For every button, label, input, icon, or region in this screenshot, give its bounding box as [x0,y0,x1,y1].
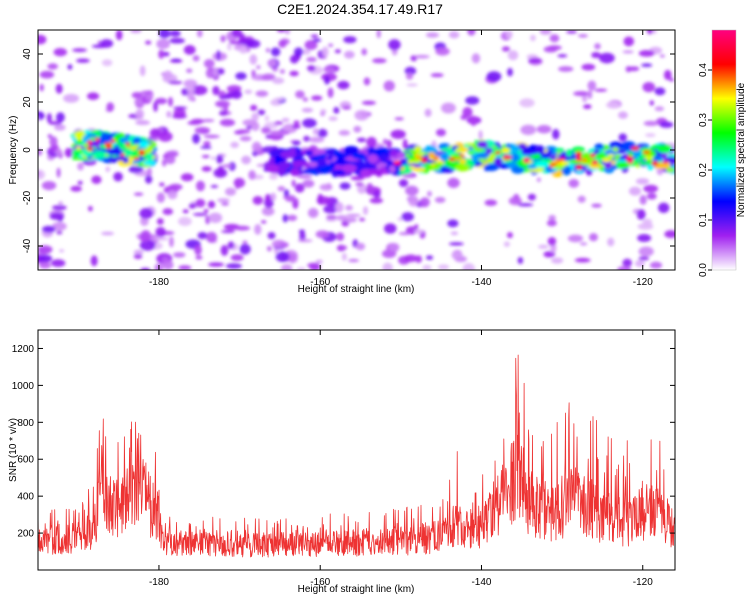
colorbar-tick-label: 0.4 [698,63,709,77]
colorbar-tick-label: 0.0 [698,263,709,277]
y-tick-label: -20 [22,190,33,205]
snr-frame [37,329,676,571]
colorbar-frame [711,29,737,271]
snr-x-axis-label: Height of straight line (km) [298,584,415,595]
heatmap-x-axis-label: Height of straight line (km) [298,284,415,295]
colorbar-tick-label: 0.3 [698,113,709,127]
y-tick-label: 40 [22,48,33,60]
colorbar: 0.0 0.1 0.2 0.3 0.4 Normalized spectral ampl… [698,29,747,277]
y-tick-label: 200 [17,529,34,540]
heatmap-y-ticks: -40 -20 0 20 40 [22,48,675,253]
colorbar-label: Normalized spectral amplitude [736,82,747,217]
y-tick-label: 20 [22,96,33,108]
x-tick-label: -120 [633,577,653,588]
snr-series-line [38,354,675,558]
y-tick-label: -40 [22,238,33,253]
x-tick-label: -140 [471,277,491,288]
y-tick-label: 1200 [12,344,35,355]
y-tick-label: 800 [17,418,34,429]
heatmap-x-ticks: -180 -160 -140 -120 [149,30,653,288]
colorbar-tick-label: 0.2 [698,163,709,177]
heatmap-y-axis-label: Frequency (Hz) [8,116,19,185]
x-tick-label: -180 [149,577,169,588]
x-tick-label: -120 [633,277,653,288]
snr-x-ticks: -180 -160 -140 -120 [149,330,653,588]
figure-title: C2E1.2024.354.17.49.R17 [277,1,443,17]
y-tick-label: 0 [22,147,33,153]
x-tick-label: -140 [471,577,491,588]
colorbar-gradient [712,30,736,270]
x-tick-label: -160 [310,277,330,288]
heatmap-blobs [38,30,675,270]
y-tick-label: 600 [17,455,34,466]
snr-y-ticks: 200 400 600 800 1000 1200 [12,344,675,540]
y-tick-label: 1000 [12,381,35,392]
snr-panel: -180 -160 -140 -120 200 400 600 800 1000 1200 He… [8,329,676,595]
x-tick-label: -160 [310,577,330,588]
x-tick-label: -180 [149,277,169,288]
heatmap-panel: -180 -160 -140 -120 -40 -20 0 20 40 Height of s… [8,29,676,295]
snr-y-axis-label: SNR (10 * v/v) [8,418,19,482]
colorbar-ticks: 0.0 0.1 0.2 0.3 0.4 [698,63,712,277]
colorbar-tick-label: 0.1 [698,213,709,227]
y-tick-label: 400 [17,492,34,503]
